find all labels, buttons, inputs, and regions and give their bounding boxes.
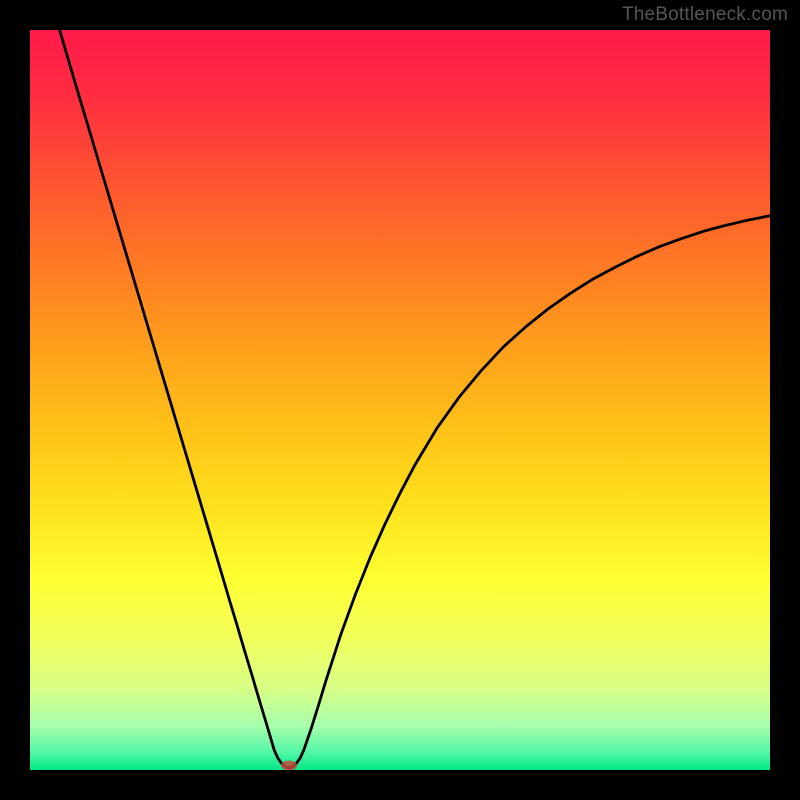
gradient-background bbox=[30, 30, 770, 770]
watermark-text: TheBottleneck.com bbox=[622, 4, 788, 26]
bottleneck-chart bbox=[30, 30, 770, 770]
chart-container bbox=[30, 30, 770, 770]
